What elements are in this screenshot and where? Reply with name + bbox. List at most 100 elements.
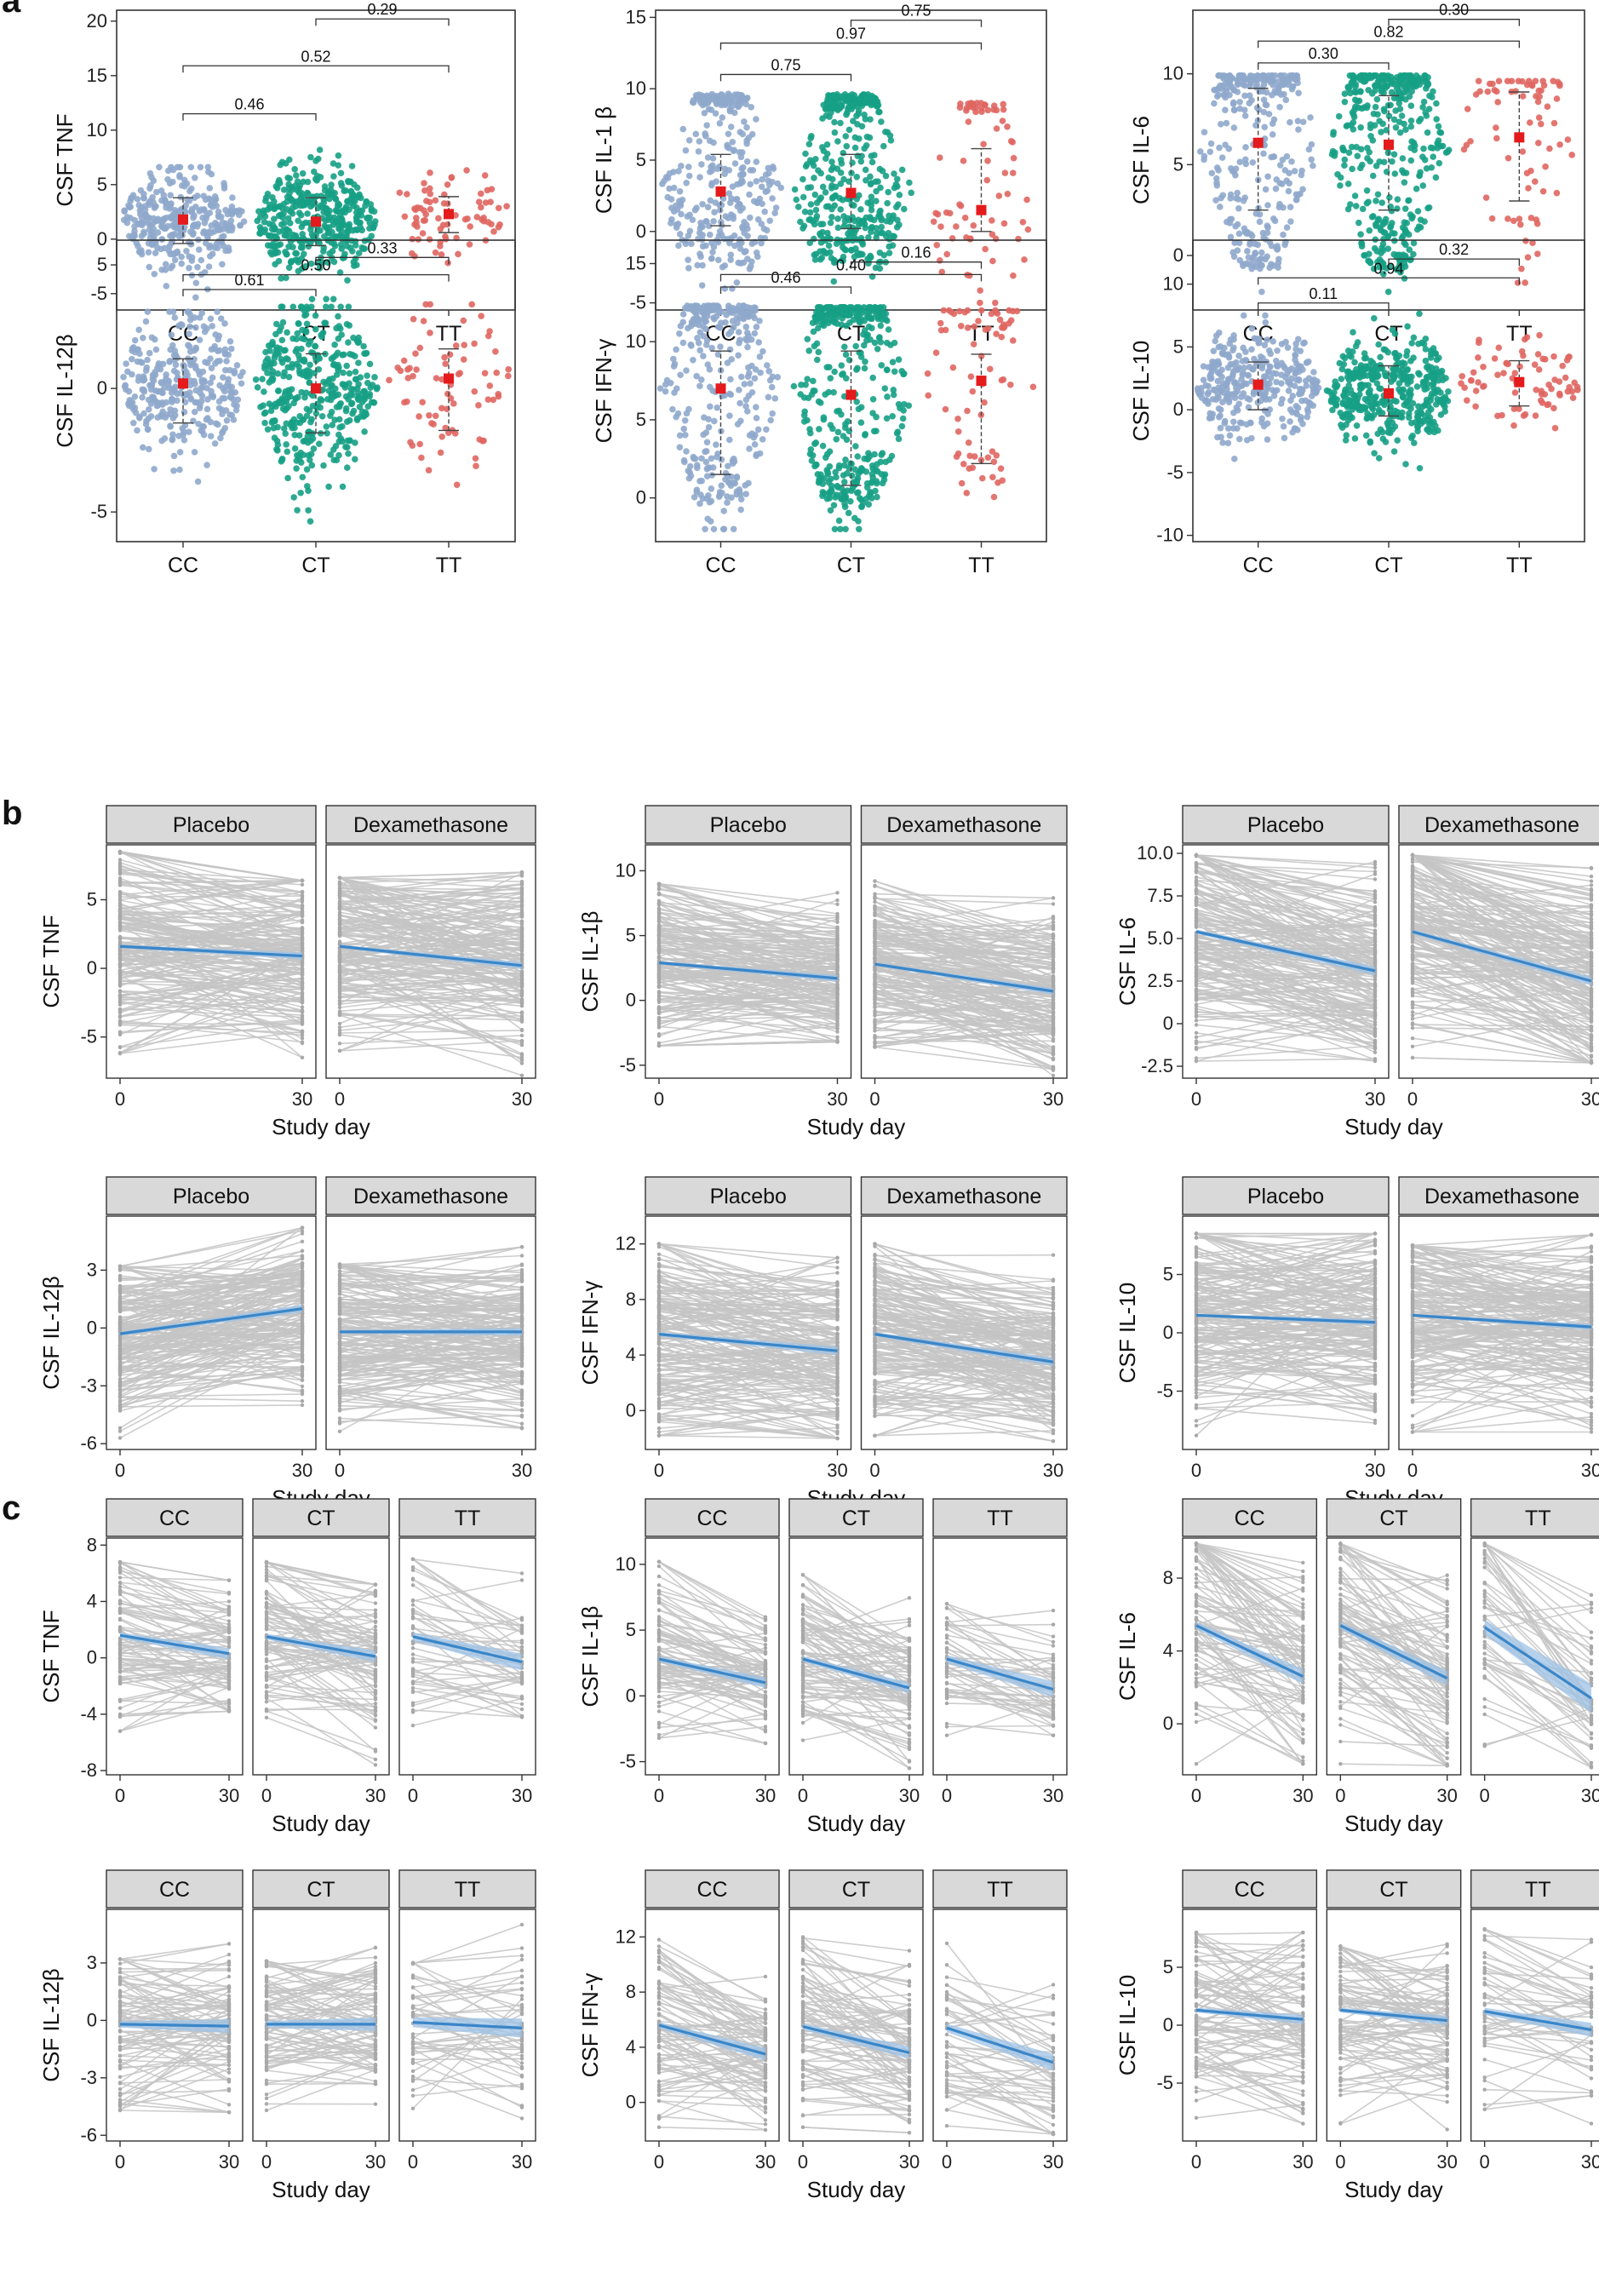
data-point-cc [1226,354,1232,360]
data-point-cc [709,250,715,255]
data-point-cc [203,416,209,422]
data-point-ct [828,214,834,220]
mean-marker-cc [178,378,188,388]
data-point-cc [1258,250,1264,255]
data-point-ct [1336,113,1342,119]
data-point-ct [798,382,804,387]
data-point-cc [1298,172,1304,178]
data-point-ct [802,409,808,415]
data-point-cc [1230,419,1236,425]
data-point-ct [335,350,341,356]
data-point-cc [158,198,164,204]
data-point-cc [1304,359,1310,365]
data-point-cc [162,245,168,251]
data-point-tt [983,246,989,252]
data-point-ct [290,336,296,342]
data-point-ct [1348,122,1354,128]
data-point-cc [150,372,156,378]
data-point-tt [416,237,421,243]
y-tick-label: -5 [90,501,107,522]
data-point-cc [207,253,213,259]
data-point-ct [816,304,822,310]
data-point-cc [735,422,741,428]
y-tick-label: 5 [1173,336,1183,357]
data-point-ct [1392,170,1398,176]
data-point-ct [860,331,866,337]
data-point-ct [795,204,801,210]
pvalue-label: 0.33 [367,239,397,256]
data-point-ct [304,321,310,327]
data-point-ct [295,218,301,224]
data-point-cc [132,337,138,343]
data-point-cc [1228,336,1234,342]
data-point-cc [1197,148,1203,154]
data-point-ct [299,199,305,205]
data-point-ct [826,94,832,100]
data-point-tt [956,308,962,314]
data-point-ct [828,376,834,382]
data-point-ct [844,143,850,149]
data-point-ct [1407,358,1413,364]
data-point-ct [286,265,292,271]
data-point-ct [1380,75,1386,81]
data-point-cc [1226,146,1232,152]
data-point-ct [321,233,327,239]
data-point-ct [1396,79,1402,85]
data-point-ct [806,217,812,223]
data-point-cc [202,220,208,226]
data-point-tt [925,370,931,376]
data-point-tt [1525,255,1531,261]
data-point-tt [943,327,949,333]
data-point-cc [759,436,765,442]
data-point-cc [176,467,182,473]
data-point-ct [901,206,907,212]
y-tick-label: 5 [636,149,646,170]
data-point-cc [176,172,182,178]
data-point-tt [496,391,501,397]
data-point-cc [1279,341,1285,347]
data-point-ct [307,457,312,463]
data-point-ct [295,364,301,370]
pvalue-bracket [1258,41,1520,48]
data-point-ct [1436,123,1441,129]
pvalue-bracket [721,43,982,50]
data-point-ct [281,373,287,379]
data-point-cc [216,347,222,353]
data-point-cc [1259,72,1265,78]
data-point-cc [136,351,142,357]
data-point-ct [368,385,374,391]
data-point-tt [1500,370,1506,376]
data-point-ct [1391,231,1397,237]
data-point-cc [148,241,154,247]
data-point-cc [741,118,747,124]
data-point-ct [874,414,880,420]
data-point-ct [872,340,878,346]
data-point-cc [1298,414,1304,420]
data-point-ct [307,154,313,160]
data-point-tt [1008,138,1014,144]
data-point-ct [817,399,823,405]
data-point-ct [846,127,852,133]
data-point-ct [1364,399,1370,405]
x-tick-label-cc: CC [1243,554,1274,577]
data-point-ct [834,138,840,144]
data-point-ct [809,457,815,463]
data-point-cc [711,526,717,532]
data-point-cc [708,198,714,204]
data-point-ct [854,365,860,371]
data-point-cc [1221,72,1227,78]
data-point-ct [340,484,346,490]
data-point-tt [943,406,949,412]
data-point-cc [714,302,720,308]
data-point-cc [192,399,198,405]
data-point-ct [312,313,318,319]
pvalue-label: 0.75 [901,3,931,20]
data-point-tt [464,167,470,173]
data-point-cc [726,413,732,419]
data-point-cc [1269,131,1275,137]
data-point-ct [1366,251,1372,257]
data-point-ct [1373,104,1378,110]
data-point-cc [1264,336,1270,342]
data-point-cc [1264,387,1269,393]
data-point-cc [208,316,214,322]
